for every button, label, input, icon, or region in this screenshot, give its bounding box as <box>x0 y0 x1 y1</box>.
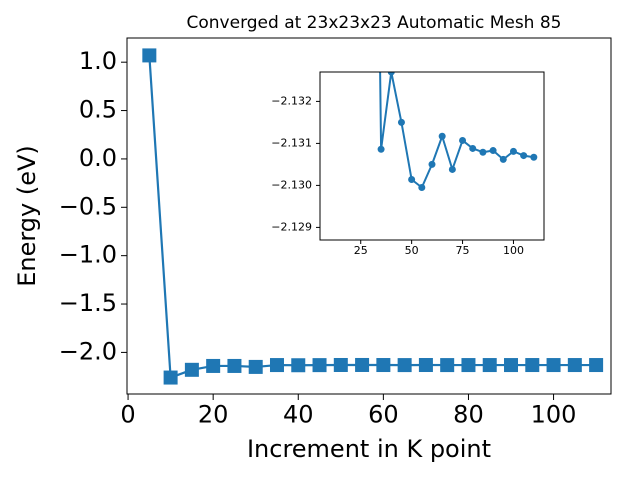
marker <box>163 370 178 385</box>
x-tick-label: 75 <box>456 244 470 257</box>
marker <box>184 362 199 377</box>
y-tick-label: −0.5 <box>59 192 117 220</box>
axes-frame <box>126 37 612 395</box>
marker <box>546 358 561 373</box>
y-tick-label: 1.0 <box>79 47 117 75</box>
marker <box>376 358 391 373</box>
marker <box>567 358 582 373</box>
y-axis-label: Energy (eV) <box>13 145 41 287</box>
marker <box>387 72 395 76</box>
chart-title: Converged at 23x23x23 Automatic Mesh 85 <box>187 13 562 33</box>
plot-content <box>142 48 604 385</box>
marker <box>418 358 433 373</box>
marker <box>482 358 497 373</box>
x-tick-label: 50 <box>405 244 419 257</box>
marker <box>504 358 519 373</box>
marker <box>355 357 370 372</box>
plot-content <box>377 72 538 191</box>
marker <box>333 357 348 372</box>
marker <box>397 118 405 126</box>
x-tick-label: 60 <box>368 401 399 429</box>
marker <box>479 148 487 156</box>
x-tick-label: 100 <box>503 244 524 257</box>
marker <box>377 145 385 153</box>
marker <box>525 358 540 373</box>
y-tick-label: −1.0 <box>59 241 117 269</box>
marker <box>499 155 507 163</box>
x-tick-label: 100 <box>531 401 577 429</box>
marker <box>206 358 221 373</box>
marker <box>408 176 416 184</box>
marker <box>418 184 426 191</box>
marker <box>312 358 327 373</box>
x-tick-label: 25 <box>354 244 368 257</box>
marker <box>438 132 446 140</box>
marker <box>589 358 604 373</box>
marker <box>440 358 455 373</box>
y-tick-label: 0.0 <box>79 144 117 172</box>
y-tick-label: −2.129 <box>271 220 312 233</box>
y-tick-label: 0.5 <box>79 96 117 124</box>
marker <box>509 147 517 155</box>
marker <box>469 144 477 152</box>
marker <box>428 160 436 168</box>
marker <box>448 165 456 173</box>
marker <box>269 358 284 373</box>
marker <box>530 153 538 161</box>
x-axis-label: Increment in K point <box>247 435 491 463</box>
marker <box>459 136 467 144</box>
plot-area <box>320 72 544 240</box>
marker <box>461 358 476 373</box>
y-tick-label: −2.132 <box>271 94 312 107</box>
series-line <box>148 55 597 379</box>
y-tick-label: −2.131 <box>271 136 312 149</box>
x-tick-label: 80 <box>453 401 484 429</box>
marker <box>489 147 497 155</box>
marker <box>248 359 263 374</box>
marker <box>227 358 242 373</box>
marker <box>142 48 157 63</box>
x-tick-label: 20 <box>198 401 229 429</box>
x-tick-label: 40 <box>283 401 314 429</box>
x-tick-label: 0 <box>120 401 135 429</box>
marker <box>397 358 412 373</box>
y-tick-label: −2.0 <box>59 337 117 365</box>
marker <box>520 152 528 160</box>
axes-frame <box>319 71 545 241</box>
y-tick-label: −2.130 <box>271 178 312 191</box>
y-tick-label: −1.5 <box>59 289 117 317</box>
marker <box>291 358 306 373</box>
